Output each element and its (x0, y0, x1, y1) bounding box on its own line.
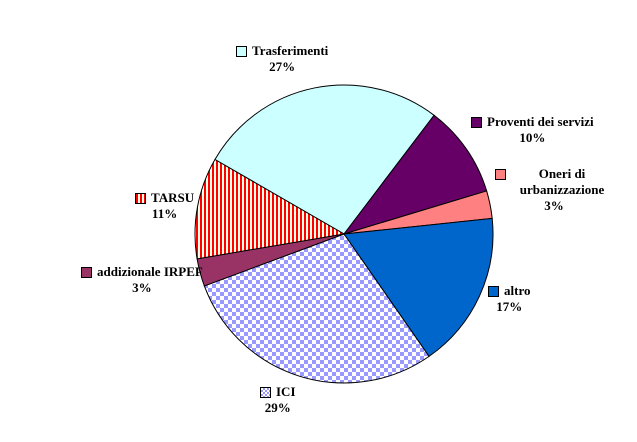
slice-label: Oneri di urbanizzazione (519, 166, 605, 197)
slice-label: ICI (276, 384, 296, 399)
legend-label-ici: ICI 29% (260, 384, 296, 416)
pie-slice-proventi-dei-servizi[interactable] (342, 114, 488, 235)
slice-label: TARSU (151, 190, 195, 205)
slice-percent: 29% (264, 400, 291, 415)
slice-percent: 3% (132, 280, 152, 295)
slice-label: altro (504, 283, 531, 298)
legend-label-altro: altro 17% (488, 283, 530, 315)
proventi-swatch-icon (471, 117, 482, 128)
pie-slice-tarsu[interactable] (194, 158, 346, 260)
pie-slice-ici[interactable] (203, 233, 430, 384)
slice-percent: 27% (269, 59, 296, 74)
legend-label-trasferimenti: Trasferimenti 27% (236, 43, 328, 75)
pie-slice-altro[interactable] (343, 217, 494, 358)
slice-percent: 11% (151, 206, 178, 221)
slice-percent: 10% (519, 130, 546, 145)
altro-swatch-icon (488, 286, 499, 297)
slice-percent: 17% (496, 299, 523, 314)
oneri-swatch-icon (495, 169, 506, 180)
legend-label-proventi-dei-servizi: Proventi dei servizi 10% (471, 114, 594, 146)
slice-label: Trasferimenti (252, 43, 329, 58)
slice-label: addizionale IRPEF (97, 264, 203, 279)
trasferimenti-swatch-icon (236, 46, 247, 57)
slice-percent: 3% (544, 198, 564, 213)
addizionale-irpef-swatch-icon (81, 267, 92, 278)
ici-swatch-icon (260, 387, 271, 398)
pie-slice-trasferimenti[interactable] (214, 84, 435, 235)
tarsu-swatch-icon (135, 193, 146, 204)
slice-label: Proventi dei servizi (487, 114, 594, 129)
legend-label-oneri-di-urbanizzazione: Oneri di urbanizzazione 3% (495, 166, 613, 214)
legend-label-tarsu: TARSU 11% (135, 190, 194, 222)
legend-label-addizionale-irpef: addizionale IRPEF 3% (81, 264, 203, 296)
